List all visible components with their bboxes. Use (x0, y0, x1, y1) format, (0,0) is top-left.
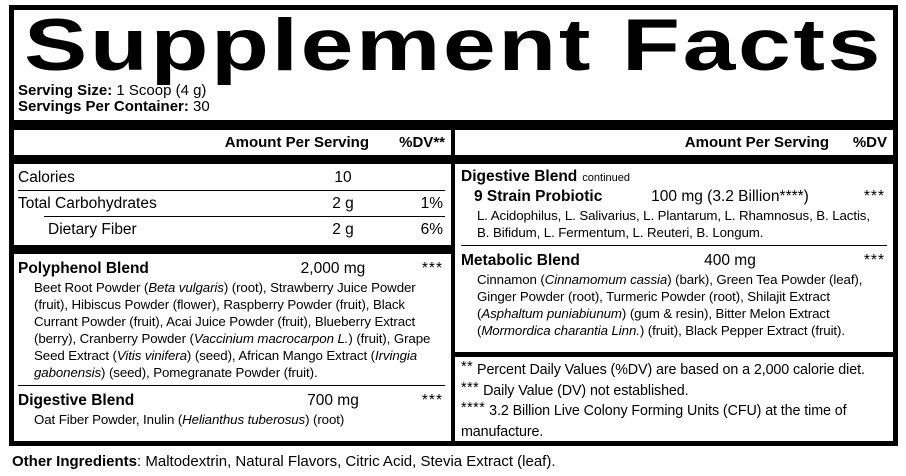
blend-sub-name: 9 Strain Probiotic (474, 188, 603, 205)
blend-ingredients-digestive: Oat Fiber Powder, Inulin (Helianthus tub… (34, 412, 345, 427)
nutrient-amount: 2 g (332, 194, 354, 212)
separator-hairline (461, 245, 887, 246)
left-dv-header: %DV** (399, 134, 445, 151)
separator-hairline (18, 385, 445, 386)
probiotic-strains-list: L. Acidophilus, L. Salivarius, L. Planta… (477, 208, 870, 240)
left-column-header: Amount Per Serving %DV** (14, 134, 451, 151)
blend-name: Digestive Blend (18, 392, 135, 409)
facts-grid: Amount Per Serving %DV** Amount Per Serv… (14, 120, 893, 441)
blend-name: Metabolic Blend (461, 252, 580, 269)
nutrient-dv: 1% (420, 194, 443, 212)
facts-columns: Calories 10 Total Carbohydrates 2 g 1% D… (14, 164, 893, 441)
column-headers-row: Amount Per Serving %DV** Amount Per Serv… (14, 130, 893, 155)
left-amount-per-serving-header: Amount Per Serving (224, 134, 369, 151)
separator-thick-bar-right-column (451, 352, 893, 357)
blend-dv: *** (421, 260, 443, 277)
footnote-text: Percent Daily Values (%DV) are based on … (477, 362, 865, 378)
blend-row-polyphenol: Polyphenol Blend 2,000 mg *** (18, 260, 445, 278)
nutrient-amount: 10 (334, 168, 352, 186)
footnote-dv-not-established: *** Daily Value (DV) not established. (461, 379, 887, 402)
nutrient-dv: 6% (420, 220, 443, 238)
blend-row-probiotic: 9 Strain Probiotic 100 mg (3.2 Billion**… (461, 188, 887, 206)
right-column: Digestive Blend continued 9 Strain Probio… (451, 164, 893, 441)
column-divider (451, 120, 455, 441)
other-ingredients-text: : Maltodextrin, Natural Flavors, Citric … (137, 453, 556, 470)
footnote-symbol: *** (461, 379, 480, 396)
panel-title: Supplement Facts (24, 5, 883, 86)
blend-ingredients-polyphenol: Beet Root Powder (Beta vulgaris) (root),… (34, 280, 431, 380)
blend-dv: *** (421, 392, 443, 409)
serving-size-line: Serving Size: 1 Scoop (4 g) (18, 83, 893, 99)
nutrient-row-dietary-fiber: Dietary Fiber 2 g 6% (18, 217, 445, 242)
footnote-cfu: **** 3.2 Billion Live Colony Forming Uni… (461, 400, 887, 441)
blend-dv: *** (863, 252, 885, 269)
serving-size-value: 1 Scoop (4 g) (112, 82, 207, 99)
footnote-text: Daily Value (DV) not established. (483, 382, 689, 399)
right-amount-per-serving-header: Amount Per Serving (684, 134, 829, 151)
continued-label: continued (582, 172, 630, 184)
blend-dv: *** (863, 188, 885, 205)
blend-row-digestive: Digestive Blend 700 mg *** (18, 392, 445, 410)
other-ingredients-label: Other Ingredients (12, 453, 138, 470)
footnote-symbol: **** (461, 400, 486, 416)
other-ingredients-line: Other Ingredients: Maltodextrin, Natural… (12, 453, 556, 470)
nutrient-name: Dietary Fiber (48, 220, 137, 238)
serving-size-label: Serving Size: (18, 82, 113, 99)
nutrient-row-total-carbohydrates: Total Carbohydrates 2 g 1% (18, 191, 445, 216)
nutrient-name: Total Carbohydrates (18, 194, 157, 212)
blend-name: Polyphenol Blend (18, 260, 149, 277)
blend-row-metabolic: Metabolic Blend 400 mg *** (461, 252, 887, 270)
serving-info: Serving Size: 1 Scoop (4 g) Servings Per… (18, 83, 893, 115)
separator-hairline (18, 190, 445, 191)
nutrient-name: Calories (18, 168, 75, 186)
supplement-facts-panel: Supplement Facts Serving Size: 1 Scoop (… (9, 5, 898, 446)
servings-per-container-line: Servings Per Container: 30 (18, 99, 893, 115)
separator-hairline-indented (44, 216, 445, 217)
separator-thick-bar-left-column (14, 245, 451, 254)
nutrient-row-calories: Calories 10 (18, 165, 445, 190)
digestive-blend-continued-heading: Digestive Blend continued (461, 167, 887, 188)
footnote-text: 3.2 Billion Live Colony Forming Units (C… (461, 403, 847, 440)
footnote-symbol: ** (461, 359, 474, 375)
footnote-percent-dv: ** Percent Daily Values (%DV) are based … (461, 359, 887, 381)
servings-per-container-label: Servings Per Container: (18, 98, 189, 115)
blend-ingredients-metabolic: Cinnamon (Cinnamomum cassia) (bark), Gre… (477, 272, 863, 338)
right-dv-header: %DV (852, 134, 887, 151)
blend-amount: 700 mg (307, 392, 359, 409)
blend-name: Digestive Blend (461, 168, 578, 185)
blend-amount: 100 mg (3.2 Billion****) (651, 188, 809, 205)
servings-per-container-value: 30 (188, 98, 210, 115)
right-column-header: Amount Per Serving %DV (451, 134, 893, 151)
blend-amount: 2,000 mg (300, 260, 366, 277)
blend-amount: 400 mg (704, 252, 756, 269)
left-column: Calories 10 Total Carbohydrates 2 g 1% D… (14, 164, 451, 441)
nutrient-amount: 2 g (332, 220, 354, 238)
